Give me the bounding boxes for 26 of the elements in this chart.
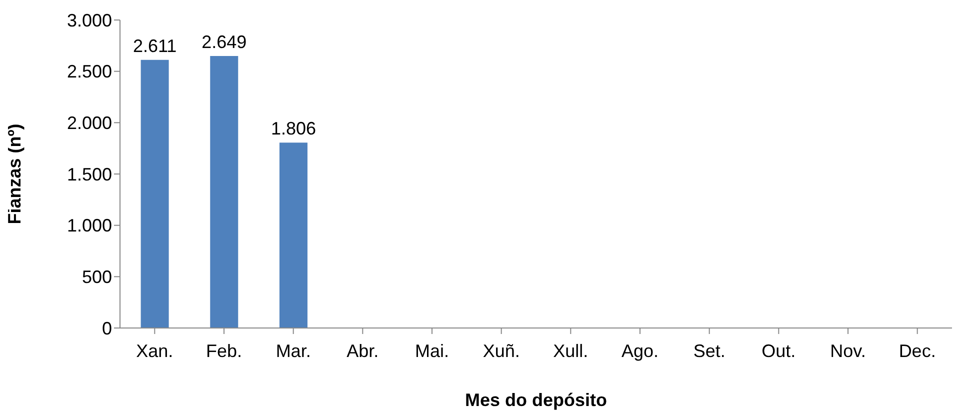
bar [210, 56, 238, 328]
y-tick-label: 1.000 [66, 216, 112, 236]
bar [140, 60, 169, 328]
x-tick-label: Xuñ. [482, 340, 520, 361]
y-tick-label: 1.500 [66, 164, 112, 184]
x-tick-label: Feb. [206, 340, 242, 361]
y-tick-label: 500 [82, 267, 112, 288]
x-tick-label: Set. [693, 340, 726, 361]
x-axis-title: Mes do depósito [464, 390, 608, 410]
bar [279, 142, 308, 328]
x-tick-label: Dec. [898, 340, 936, 361]
x-tick-label: Mar. [276, 340, 311, 361]
data-label: 2.649 [202, 32, 247, 52]
x-tick-label: Out. [762, 340, 796, 361]
x-tick-label: Xull. [553, 340, 588, 361]
x-tick-label: Nov. [830, 340, 866, 361]
x-tick-label: Abr. [346, 340, 379, 361]
x-tick-label: Mai. [414, 340, 450, 361]
y-tick-label: 2.500 [66, 62, 112, 82]
y-tick-label: 2.000 [66, 113, 112, 134]
y-tick-label: 3.000 [66, 10, 112, 30]
y-tick-label: 0 [102, 318, 112, 338]
x-tick-label: Ago. [621, 340, 659, 361]
data-label: 1.806 [270, 118, 316, 139]
data-label: 2.611 [132, 36, 177, 56]
x-tick-label: Xan. [136, 340, 174, 361]
